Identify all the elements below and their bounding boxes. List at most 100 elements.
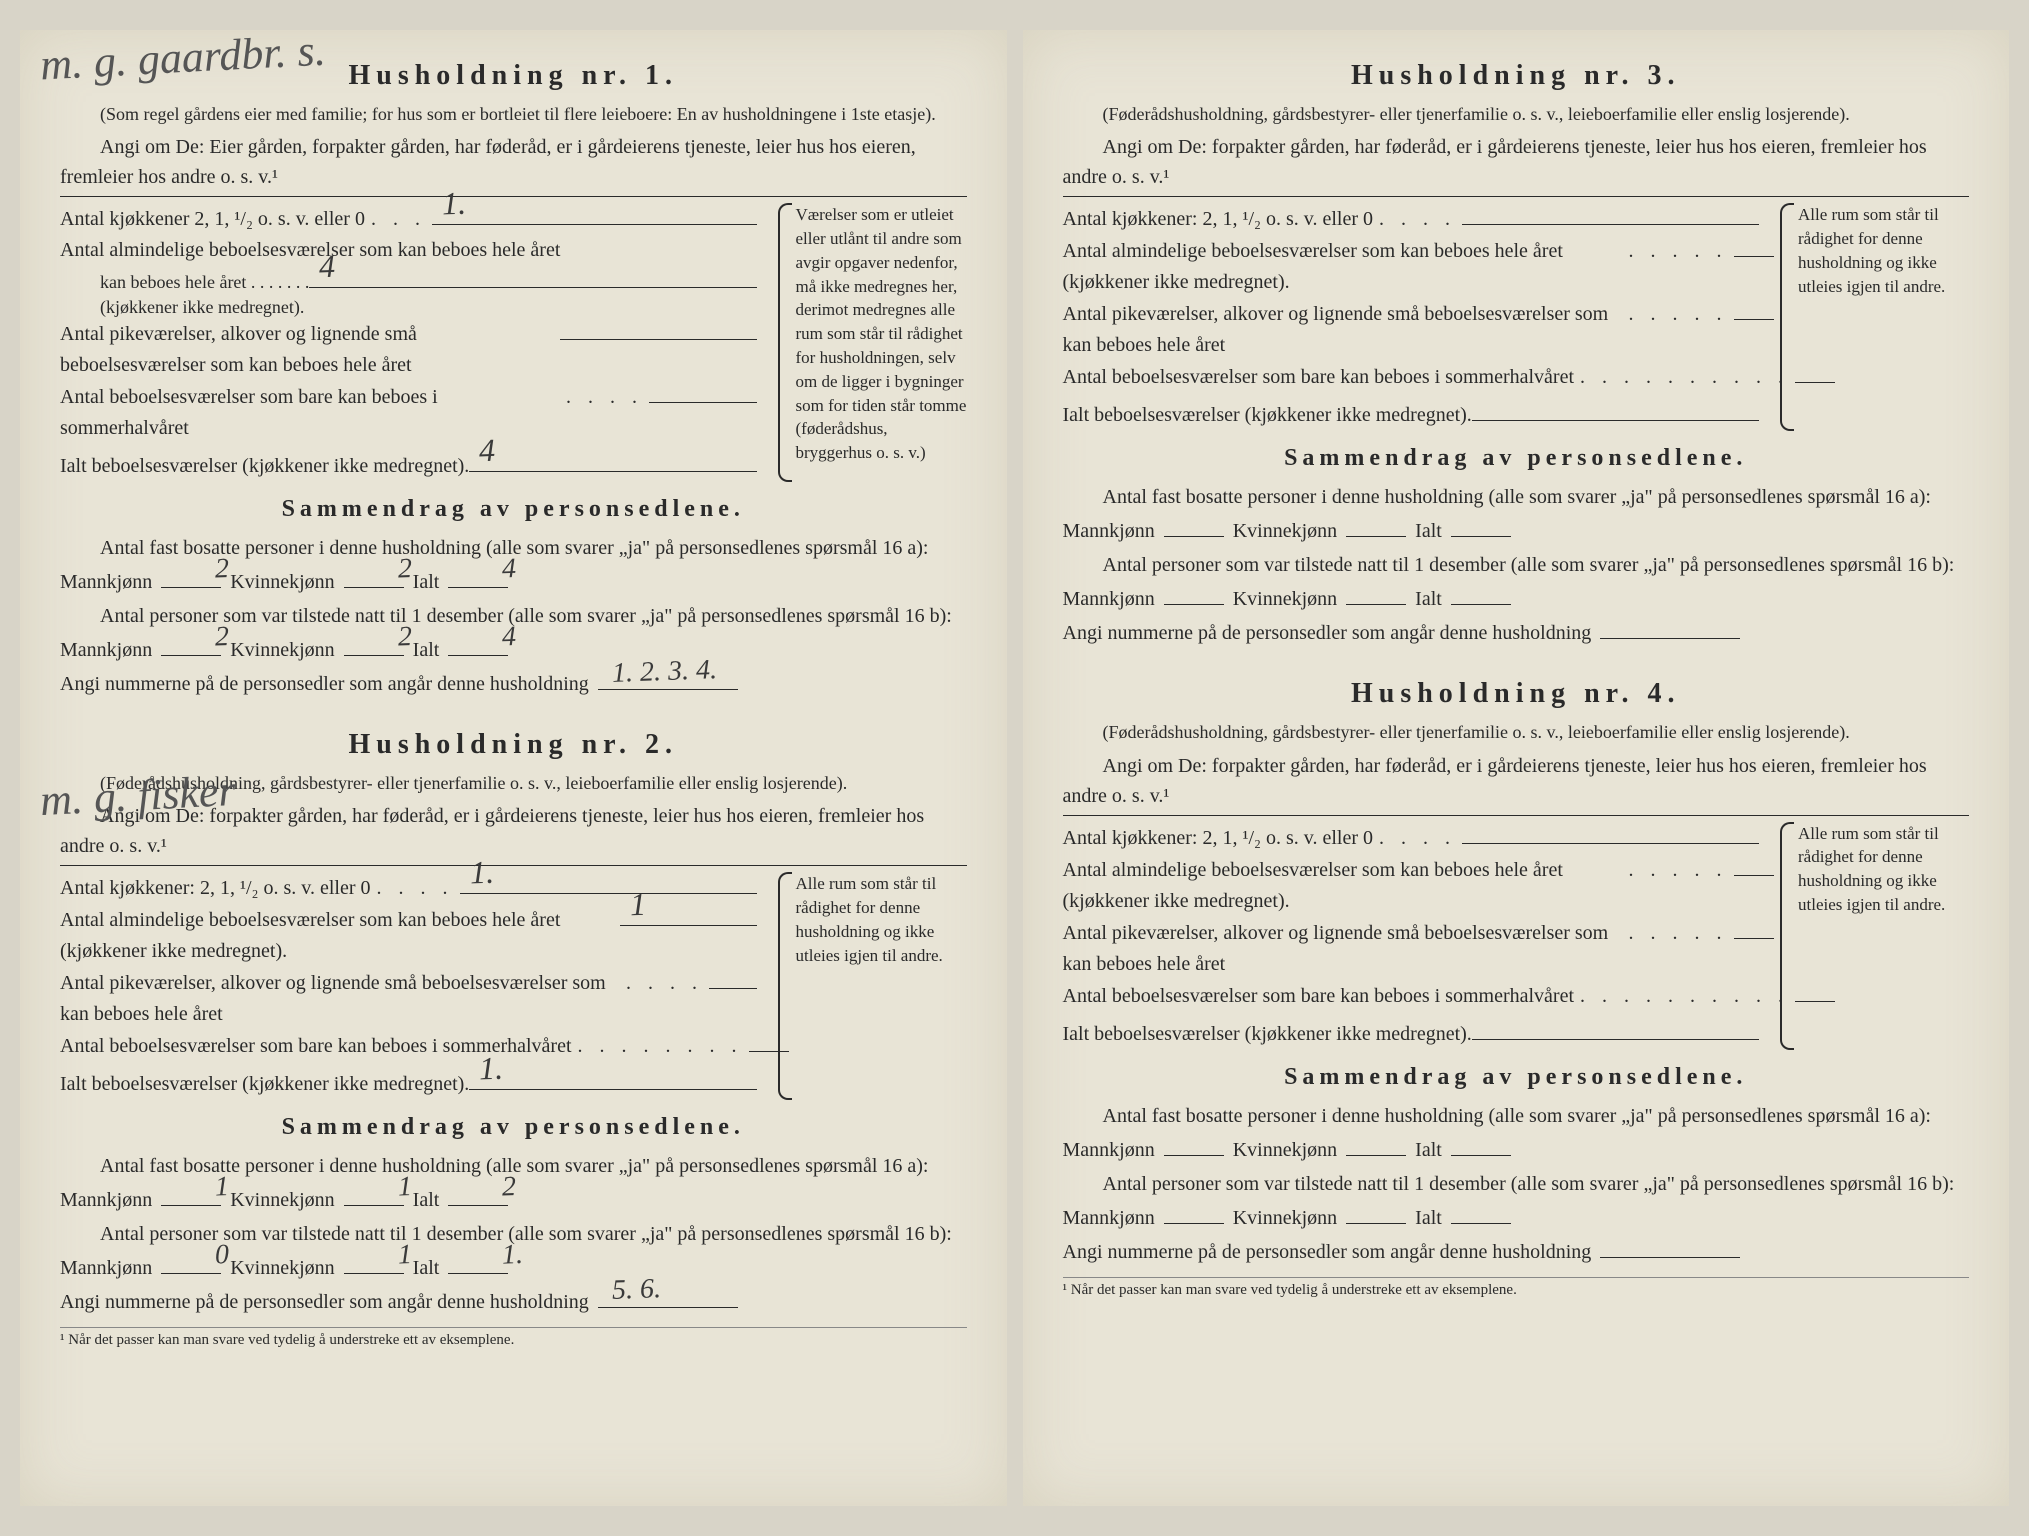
h2-section-title: Sammendrag av personsedlene.: [60, 1114, 967, 1141]
h3-pb-i-field[interactable]: [1451, 585, 1511, 605]
household-1: Husholdning nr. 1. (Som regel gårdens ei…: [60, 60, 967, 701]
h4-pa-k-field[interactable]: [1346, 1136, 1406, 1156]
left-page: m. g. gaardbr. s. Husholdning nr. 1. (So…: [20, 30, 1007, 1506]
h1-total-label: Ialt beboelsesværelser (kjøkkener ikke m…: [60, 451, 469, 482]
h2-pa-k-field[interactable]: 1: [344, 1186, 404, 1206]
h1-total-field[interactable]: 4: [469, 450, 756, 472]
h1-pa-m-field[interactable]: 2: [161, 568, 221, 588]
h1-summer-field[interactable]: [649, 381, 757, 403]
h4-kitchen-field[interactable]: [1462, 822, 1759, 844]
h3-persons-b: Antal personer som var tilstede natt til…: [1063, 548, 1970, 616]
h1-persons-b: Antal personer som var tilstede natt til…: [60, 599, 967, 667]
h3-rooms-year-field[interactable]: [1734, 235, 1774, 257]
h1-numbers-line: Angi nummerne på de personsedler som ang…: [60, 667, 967, 701]
h1-rooms-year-field[interactable]: 4: [309, 266, 756, 288]
footnote-left: ¹ Når det passer kan man svare ved tydel…: [60, 1327, 967, 1349]
h3-summer-label: Antal beboelsesværelser som bare kan beb…: [1063, 362, 1575, 393]
h2-numbers-line: Angi nummerne på de personsedler som ang…: [60, 1285, 967, 1319]
h4-rooms-year-label: Antal almindelige beboelsesværelser som …: [1063, 855, 1623, 917]
h2-kitchen-label: Antal kjøkkener: 2, 1, ¹/₂ o. s. v. elle…: [60, 873, 371, 904]
h3-pb-k-field[interactable]: [1346, 585, 1406, 605]
h4-instruction: Angi om De: forpakter gården, har føderå…: [1063, 751, 1970, 811]
h3-numbers-field[interactable]: [1600, 619, 1740, 639]
h2-total-label: Ialt beboelsesværelser (kjøkkener ikke m…: [60, 1069, 469, 1100]
h3-kitchen-label: Antal kjøkkener: 2, 1, ¹/₂ o. s. v. elle…: [1063, 204, 1374, 235]
h1-pb-k-field[interactable]: 2: [344, 636, 404, 656]
h1-alcove-field[interactable]: [560, 318, 757, 340]
h3-subtitle: (Føderådshusholdning, gårdsbestyrer- ell…: [1063, 102, 1970, 126]
h2-persons-b: Antal personer som var tilstede natt til…: [60, 1217, 967, 1285]
h2-persons-a: Antal fast bosatte personer i denne hush…: [60, 1149, 967, 1217]
h3-numbers-line: Angi nummerne på de personsedler som ang…: [1063, 616, 1970, 650]
h4-rooms-year-field[interactable]: [1734, 854, 1774, 876]
h4-persons-a: Antal fast bosatte personer i denne hush…: [1063, 1099, 1970, 1167]
h4-pa-i-field[interactable]: [1451, 1136, 1511, 1156]
h3-pa-k-field[interactable]: [1346, 517, 1406, 537]
h3-kitchen-field[interactable]: [1462, 203, 1759, 225]
h1-kitchen-field[interactable]: 1.: [432, 203, 757, 225]
h1-kitchen-label: Antal kjøkkener 2, 1, ¹/₂ o. s. v. eller…: [60, 204, 365, 235]
h1-instruction: Angi om De: Eier gården, forpakter gårde…: [60, 132, 967, 192]
h1-side-note: Værelser som er utleiet eller utlånt til…: [777, 203, 967, 482]
h4-title: Husholdning nr. 4.: [1063, 678, 1970, 710]
h1-rooms-year-sub: kan beboes hele året . . . . . . .: [60, 269, 309, 297]
h1-alcove-label: Antal pikeværelser, alkover og lignende …: [60, 319, 560, 381]
h4-summer-label: Antal beboelsesværelser som bare kan beb…: [1063, 981, 1575, 1012]
h2-pa-m-field[interactable]: 1: [161, 1186, 221, 1206]
right-page: Husholdning nr. 3. (Føderådshusholdning,…: [1023, 30, 2010, 1506]
h2-pa-i-field[interactable]: 2: [448, 1186, 508, 1206]
h3-alcove-field[interactable]: [1734, 298, 1774, 320]
h2-numbers-field[interactable]: 5. 6.: [598, 1288, 738, 1308]
h2-title: Husholdning nr. 2.: [60, 729, 967, 761]
h1-numbers-field[interactable]: 1. 2. 3. 4.: [598, 670, 738, 690]
household-4: Husholdning nr. 4. (Føderådshusholdning,…: [1063, 678, 1970, 1298]
h4-alcove-field[interactable]: [1734, 917, 1774, 939]
h4-numbers-field[interactable]: [1600, 1238, 1740, 1258]
h4-pb-k-field[interactable]: [1346, 1204, 1406, 1224]
h4-total-label: Ialt beboelsesværelser (kjøkkener ikke m…: [1063, 1019, 1472, 1050]
h3-total-field[interactable]: [1472, 399, 1759, 421]
h3-rooms-year-label: Antal almindelige beboelsesværelser som …: [1063, 236, 1623, 298]
h3-alcove-label: Antal pikeværelser, alkover og lignende …: [1063, 299, 1623, 361]
h4-side-note: Alle rum som står til rådighet for denne…: [1779, 822, 1969, 1050]
h3-section-title: Sammendrag av personsedlene.: [1063, 445, 1970, 472]
h1-persons-a: Antal fast bosatte personer i denne hush…: [60, 531, 967, 599]
h4-kitchen-label: Antal kjøkkener: 2, 1, ¹/₂ o. s. v. elle…: [1063, 823, 1374, 854]
h1-pa-i-field[interactable]: 4: [448, 568, 508, 588]
h3-instruction: Angi om De: forpakter gården, har føderå…: [1063, 132, 1970, 192]
h4-pa-m-field[interactable]: [1164, 1136, 1224, 1156]
h4-total-field[interactable]: [1472, 1018, 1759, 1040]
h1-pb-m-field[interactable]: 2: [161, 636, 221, 656]
h4-pb-i-field[interactable]: [1451, 1204, 1511, 1224]
h2-alcove-label: Antal pikeværelser, alkover og lignende …: [60, 968, 620, 1030]
h3-title: Husholdning nr. 3.: [1063, 60, 1970, 92]
h2-rooms-year-field[interactable]: 1: [620, 904, 757, 926]
h1-pb-i-field[interactable]: 4: [448, 636, 508, 656]
h2-alcove-field[interactable]: [709, 967, 757, 989]
h3-pb-m-field[interactable]: [1164, 585, 1224, 605]
h2-pb-k-field[interactable]: 1: [344, 1254, 404, 1274]
footnote-right: ¹ Når det passer kan man svare ved tydel…: [1063, 1277, 1970, 1299]
h4-persons-b: Antal personer som var tilstede natt til…: [1063, 1167, 1970, 1235]
h1-pa-k-field[interactable]: 2: [344, 568, 404, 588]
h1-section-title: Sammendrag av personsedlene.: [60, 496, 967, 523]
h3-pa-i-field[interactable]: [1451, 517, 1511, 537]
h1-rooms-year-label: Antal almindelige beboelsesværelser som …: [60, 235, 560, 266]
h4-pb-m-field[interactable]: [1164, 1204, 1224, 1224]
h3-persons-a: Antal fast bosatte personer i denne hush…: [1063, 480, 1970, 548]
h2-side-note: Alle rum som står til rådighet for denne…: [777, 872, 967, 1100]
h2-total-field[interactable]: 1.: [469, 1068, 756, 1090]
h2-pb-m-field[interactable]: 0: [161, 1254, 221, 1274]
h2-rooms-year-label: Antal almindelige beboelsesværelser som …: [60, 905, 620, 967]
h4-subtitle: (Føderådshusholdning, gårdsbestyrer- ell…: [1063, 720, 1970, 744]
h4-numbers-line: Angi nummerne på de personsedler som ang…: [1063, 1235, 1970, 1269]
h2-kitchen-field[interactable]: 1.: [460, 872, 757, 894]
h3-side-note: Alle rum som står til rådighet for denne…: [1779, 203, 1969, 431]
h4-alcove-label: Antal pikeværelser, alkover og lignende …: [1063, 918, 1623, 980]
h2-pb-i-field[interactable]: 1.: [448, 1254, 508, 1274]
h4-section-title: Sammendrag av personsedlene.: [1063, 1064, 1970, 1091]
household-2: Husholdning nr. 2. (Føderådshusholdning,…: [60, 729, 967, 1349]
h1-subtitle: (Som regel gårdens eier med familie; for…: [60, 102, 967, 126]
h1-kitchen-note: (kjøkkener ikke medregnet).: [60, 297, 757, 318]
h3-pa-m-field[interactable]: [1164, 517, 1224, 537]
